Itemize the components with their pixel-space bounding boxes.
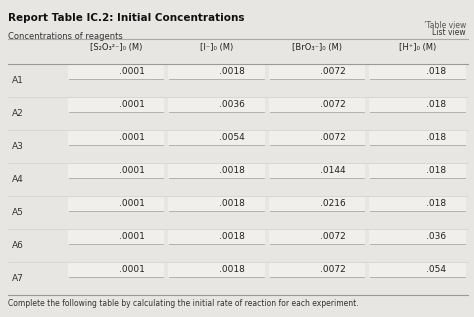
Text: .0072: .0072 — [319, 100, 346, 109]
Bar — [68, 65, 164, 79]
Bar — [269, 263, 365, 276]
Bar — [370, 65, 466, 79]
Text: .0072: .0072 — [319, 265, 346, 274]
Text: .0216: .0216 — [319, 199, 346, 208]
Bar — [370, 131, 466, 145]
Text: A7: A7 — [12, 275, 24, 283]
Bar — [370, 230, 466, 243]
Text: .0144: .0144 — [320, 166, 346, 175]
Text: .0018: .0018 — [219, 265, 245, 274]
Text: ’Table view: ’Table view — [424, 21, 466, 30]
Bar — [269, 230, 365, 243]
Text: Concentrations of reagents: Concentrations of reagents — [8, 32, 123, 41]
Bar — [370, 164, 466, 178]
Bar — [68, 230, 164, 243]
Text: .018: .018 — [426, 166, 446, 175]
Text: .0054: .0054 — [219, 133, 245, 142]
Text: A1: A1 — [12, 76, 24, 86]
Text: .0018: .0018 — [219, 166, 245, 175]
Text: A4: A4 — [12, 175, 24, 184]
Text: [I⁻]₀ (M): [I⁻]₀ (M) — [200, 43, 233, 52]
Bar — [68, 131, 164, 145]
Bar — [168, 164, 265, 178]
Bar — [370, 98, 466, 112]
Text: Report Table IC.2: Initial Concentrations: Report Table IC.2: Initial Concentration… — [8, 13, 245, 23]
Text: .0001: .0001 — [118, 199, 145, 208]
Bar — [168, 98, 265, 112]
Text: A6: A6 — [12, 242, 24, 250]
Bar — [269, 164, 365, 178]
Text: .0018: .0018 — [219, 232, 245, 241]
Bar — [168, 131, 265, 145]
Text: .0001: .0001 — [118, 100, 145, 109]
Text: Complete the following table by calculating the initial rate of reaction for eac: Complete the following table by calculat… — [8, 299, 359, 308]
Text: .018: .018 — [426, 100, 446, 109]
Text: .018: .018 — [426, 199, 446, 208]
Text: [H⁺]₀ (M): [H⁺]₀ (M) — [399, 43, 437, 52]
Text: .0072: .0072 — [319, 133, 346, 142]
Bar — [68, 98, 164, 112]
Text: A3: A3 — [12, 142, 24, 152]
Bar — [370, 263, 466, 276]
Text: .018: .018 — [426, 133, 446, 142]
Bar — [269, 65, 365, 79]
Text: .018: .018 — [426, 67, 446, 76]
Bar — [168, 65, 265, 79]
Text: .0001: .0001 — [118, 265, 145, 274]
Bar — [168, 230, 265, 243]
Bar — [269, 131, 365, 145]
Bar — [68, 197, 164, 210]
Text: A2: A2 — [12, 109, 24, 119]
Text: [S₂O₃²⁻]₀ (M): [S₂O₃²⁻]₀ (M) — [90, 43, 143, 52]
Bar — [168, 197, 265, 210]
Text: List view: List view — [432, 28, 466, 37]
Text: .0036: .0036 — [219, 100, 245, 109]
Bar — [68, 263, 164, 276]
Text: .0018: .0018 — [219, 199, 245, 208]
Bar — [269, 98, 365, 112]
Text: .054: .054 — [426, 265, 446, 274]
Text: .0072: .0072 — [319, 232, 346, 241]
Bar — [370, 197, 466, 210]
Text: .0001: .0001 — [118, 67, 145, 76]
Bar — [68, 164, 164, 178]
Text: [BrO₃⁻]₀ (M): [BrO₃⁻]₀ (M) — [292, 43, 342, 52]
Text: A5: A5 — [12, 209, 24, 217]
Bar — [168, 263, 265, 276]
Text: .036: .036 — [426, 232, 446, 241]
Text: .0072: .0072 — [319, 67, 346, 76]
Bar — [269, 197, 365, 210]
Text: .0018: .0018 — [219, 67, 245, 76]
Text: .0001: .0001 — [118, 232, 145, 241]
Text: .0001: .0001 — [118, 133, 145, 142]
Text: .0001: .0001 — [118, 166, 145, 175]
